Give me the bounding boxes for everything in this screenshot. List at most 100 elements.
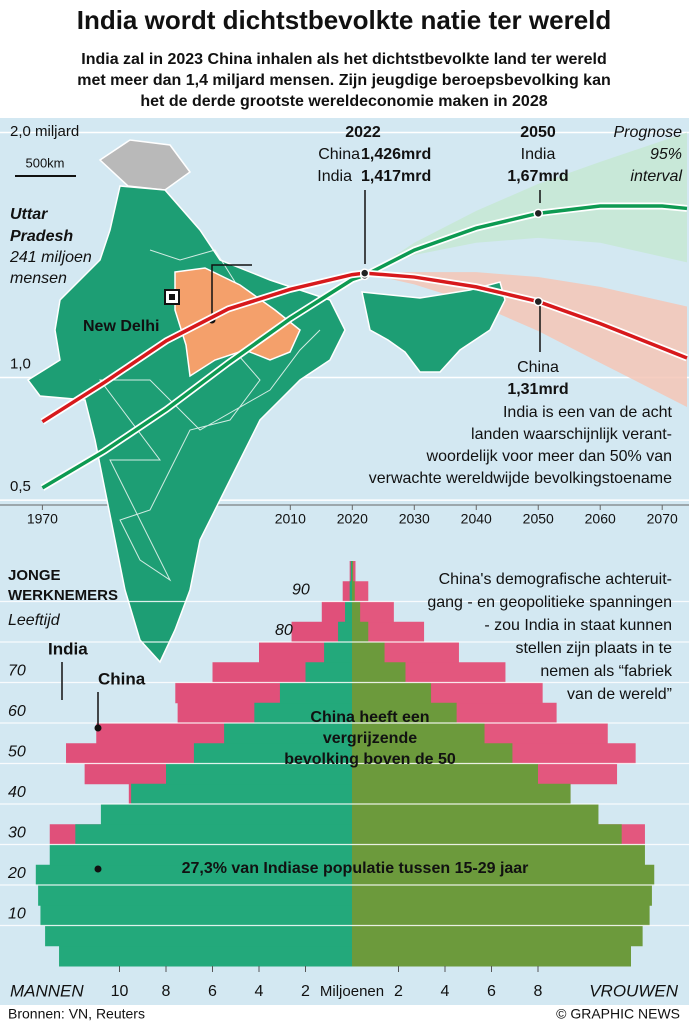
bar-male [166,763,352,785]
series-label: China [517,359,559,376]
leader-line [211,264,252,320]
x-tick-label: 2040 [461,511,492,527]
x-tick-label: 1970 [27,511,58,527]
bar-male [49,844,352,866]
bar-male [345,601,352,623]
x-tick-label: 2 [301,983,310,1000]
x-axis-label: Miljoenen [320,983,384,1000]
x-tick-label: 4 [441,983,450,1000]
interval-label: interval [630,168,682,185]
title: India wordt dichtstbevolkte natie ter we… [77,5,612,35]
map [15,139,541,664]
credit: © GRAPHIC NEWS [556,1006,680,1022]
x-tick-label: 2030 [399,511,430,527]
y-tick-label: 60 [8,703,26,720]
y-tick-label: 90 [292,582,310,599]
bar-female [352,702,457,724]
bar-female [352,804,599,825]
bar-male [38,885,352,906]
note: landen waarschijnlijk verant- [471,426,672,443]
bar-female [352,885,652,906]
note: nemen als “fabriek [540,663,673,680]
bar-female [352,905,650,926]
bar-male [59,945,353,967]
pyramid-annotation: bevolking boven de 50 [284,751,456,768]
bar-female [352,581,369,602]
bar-male [305,662,352,683]
chart-over [40,202,689,491]
value-label: 1,417mrd [361,168,431,185]
bar-female [352,864,655,886]
x-tick-label: 6 [208,983,217,1000]
y-tick-label: 1,0 [10,356,31,373]
region-note: 241 miljoen [9,249,92,266]
y-axis-label: Leeftijd [8,612,61,629]
bar-female [352,682,432,704]
y-tick-label: 40 [8,784,26,801]
bar-male [324,642,352,663]
point [533,208,543,219]
bar-female [352,561,356,582]
bar-female [352,945,631,967]
bar-male [254,702,352,724]
bar-female [352,844,645,866]
bar-female [352,783,571,805]
point [359,268,370,278]
subtitle: het de derde grootste wereldeconomie mak… [140,93,547,110]
interval-label: 95% [650,146,682,163]
bar-male [342,581,352,602]
y-tick-label: 30 [8,825,26,842]
year-label: 2050 [520,124,556,141]
side-label: VROUWEN [589,981,679,1000]
bar-male [279,682,352,704]
value-label: 1,67mrd [507,168,568,185]
note: stellen zijn plaats in te [515,640,672,657]
region-label: Pradesh [10,228,73,245]
series-label: India [48,639,88,658]
capital-marker-dot [169,294,175,300]
x-tick-label: 2020 [337,511,368,527]
value-label: 1,31mrd [507,381,568,398]
subtitle: India zal in 2023 China inhalen als het … [81,51,606,68]
y-tick-label: 2,0 miljard [10,123,79,140]
bar-male [193,743,352,764]
x-tick-label: 2060 [585,511,616,527]
pyramid-annotation: vergrijzende [323,730,417,747]
india-northeast [361,281,506,373]
pyramid-annotation: China heeft een [310,709,429,726]
note: van de wereld” [567,686,672,703]
interval-label: Prognose [614,124,683,141]
side-label: MANNEN [10,981,84,1000]
y-tick-label: 10 [8,906,26,923]
leader-dot [94,865,102,873]
leader-dot [94,724,102,732]
series-label: India [317,168,352,185]
interval-band [364,272,687,407]
capital-label: New Delhi [83,318,159,335]
pyramid-annotation: 27,3% van Indiase populatie tussen 15-29… [182,860,529,877]
x-tick-label: 4 [255,983,264,1000]
source: Bronnen: VN, Reuters [8,1006,145,1022]
subtitle: met meer dan 1,4 miljard mensen. Zijn je… [77,72,610,89]
series-label: China [318,146,360,163]
pyramid [0,561,689,972]
y-tick-label: 70 [8,663,26,680]
note: gang - en geopolitieke spanningen [427,594,672,611]
note: woordelijk voor meer dan 50% van [426,448,672,465]
point [533,296,543,307]
uttar-pradesh [174,267,301,378]
x-tick-label: 6 [487,983,496,1000]
bar-male [75,824,352,845]
series-label: India [521,146,556,163]
bar-male [131,783,352,805]
value-label: 1,426mrd [361,146,431,163]
bar-male [350,561,352,582]
region-label: Uttar [10,206,48,223]
bar-female [352,621,425,643]
bar-female [352,621,369,643]
bar-female [352,561,354,582]
texts: India wordt dichtstbevolkte natie ter we… [0,5,689,1024]
footer-background [0,1005,689,1024]
